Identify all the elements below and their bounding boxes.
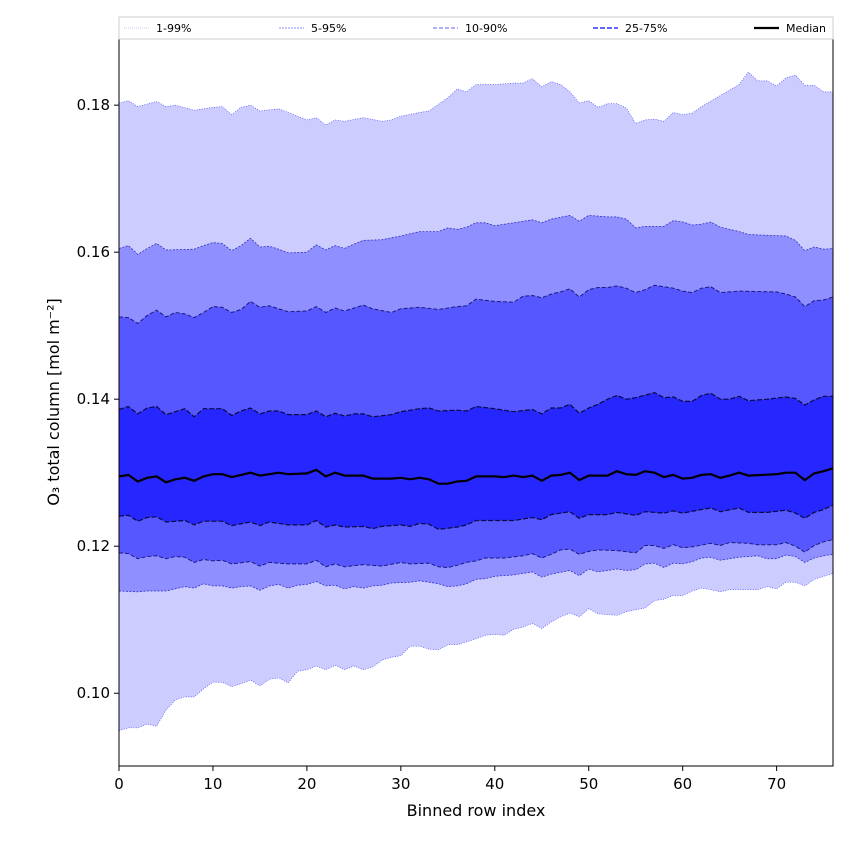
line-p1 [118,573,834,732]
legend-label: 10-90% [465,22,507,35]
x-tick-label: 60 [673,775,692,793]
legend-label: 1-99% [156,22,191,35]
x-tick-label: 70 [767,775,786,793]
line-p5 [118,553,834,593]
plot-area [118,71,834,732]
y-tick-label: 0.10 [77,684,110,702]
y-axis-label: O₃ total column [mol m⁻²] [44,298,63,506]
y-tick-label: 0.14 [77,390,110,408]
legend: 1-99% 5-95% 10-90% 25-75% Median [118,16,834,40]
band-25-75 [119,392,833,530]
legend-label: Median [786,22,826,35]
line-p90 [118,284,834,325]
y-tick-label: 0.16 [77,243,110,261]
x-tick-label: 20 [297,775,316,793]
x-tick-label: 10 [203,775,222,793]
line-median [118,467,834,485]
line-p75 [118,391,833,418]
line-p10 [118,539,834,569]
x-tick-label: 30 [391,775,410,793]
legend-label: 25-75% [625,22,667,35]
y-tick-label: 0.18 [77,96,110,114]
y-axis: 0.10 0.12 0.14 0.16 0.18 [77,96,119,702]
legend-label: 5-95% [311,22,346,35]
line-p99 [118,71,833,126]
x-tick-label: 40 [485,775,504,793]
x-tick-label: 0 [114,775,124,793]
legend-box [118,16,834,40]
x-tick-label: 50 [579,775,598,793]
x-axis: 0 10 20 30 40 50 60 70 [114,766,786,793]
line-p25 [118,504,834,530]
y-tick-label: 0.12 [77,537,110,555]
x-axis-label: Binned row index [407,801,546,820]
line-p95 [118,214,834,255]
